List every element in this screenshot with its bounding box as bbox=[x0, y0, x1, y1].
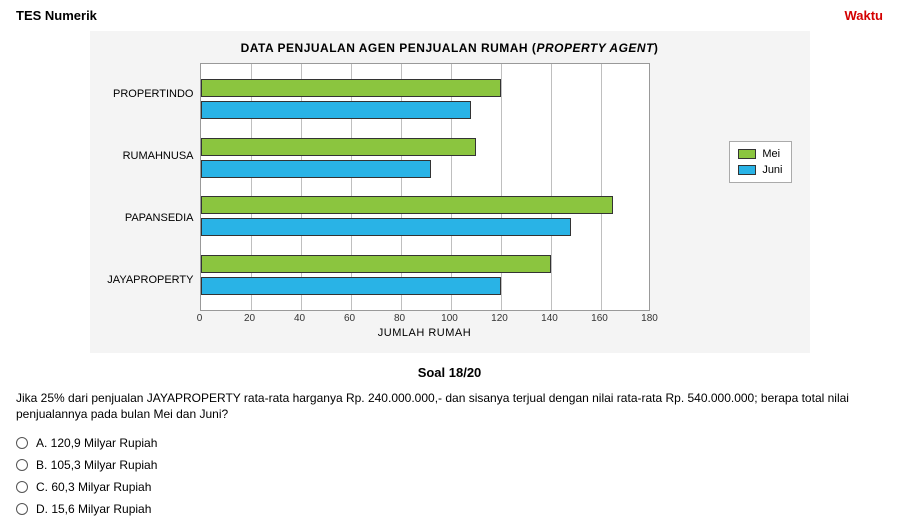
bar-group bbox=[201, 75, 649, 123]
option-label: D. 15,6 Milyar Rupiah bbox=[36, 502, 151, 516]
page-title: TES Numerik bbox=[16, 8, 97, 23]
chart-title: DATA PENJUALAN AGEN PENJUALAN RUMAH (PRO… bbox=[100, 37, 800, 63]
answer-option-c[interactable]: C. 60,3 Milyar Rupiah bbox=[16, 476, 883, 498]
bar-mei bbox=[201, 196, 614, 214]
plot-area bbox=[200, 63, 650, 311]
x-tick: 100 bbox=[441, 313, 458, 324]
option-label: C. 60,3 Milyar Rupiah bbox=[36, 480, 151, 494]
bars bbox=[201, 64, 649, 310]
y-axis-labels: PROPERTINDO RUMAHNUSA PAPANSEDIA JAYAPROPER… bbox=[100, 63, 200, 311]
bar-mei bbox=[201, 138, 476, 156]
legend-item: Mei bbox=[738, 146, 782, 162]
bar-mei bbox=[201, 79, 501, 97]
chart-title-prefix: DATA PENJUALAN AGEN PENJUALAN RUMAH ( bbox=[241, 41, 537, 55]
radio-icon[interactable] bbox=[16, 459, 28, 471]
y-axis-label: PROPERTINDO bbox=[113, 88, 193, 100]
option-label: A. 120,9 Milyar Rupiah bbox=[36, 436, 157, 450]
answer-option-d[interactable]: D. 15,6 Milyar Rupiah bbox=[16, 498, 883, 520]
timer-label: Waktu bbox=[844, 8, 883, 23]
y-axis-label: PAPANSEDIA bbox=[125, 212, 194, 224]
x-tick: 80 bbox=[394, 313, 405, 324]
x-tick: 20 bbox=[244, 313, 255, 324]
bar-group bbox=[201, 251, 649, 299]
bar-mei bbox=[201, 255, 551, 273]
y-axis-label: JAYAPROPERTY bbox=[107, 274, 193, 286]
bar-juni bbox=[201, 101, 471, 119]
chart-container: DATA PENJUALAN AGEN PENJUALAN RUMAH (PRO… bbox=[90, 31, 810, 353]
legend: Mei Juni bbox=[729, 141, 791, 183]
answer-option-a[interactable]: A. 120,9 Milyar Rupiah bbox=[16, 432, 883, 454]
bar-group bbox=[201, 134, 649, 182]
x-tick: 180 bbox=[641, 313, 658, 324]
legend-label: Mei bbox=[762, 148, 780, 160]
legend-swatch bbox=[738, 165, 756, 175]
bar-juni bbox=[201, 218, 571, 236]
option-label: B. 105,3 Milyar Rupiah bbox=[36, 458, 157, 472]
radio-icon[interactable] bbox=[16, 437, 28, 449]
x-tick: 140 bbox=[541, 313, 558, 324]
legend-swatch bbox=[738, 149, 756, 159]
answer-option-b[interactable]: B. 105,3 Milyar Rupiah bbox=[16, 454, 883, 476]
header: TES Numerik Waktu bbox=[0, 0, 899, 27]
x-tick: 120 bbox=[491, 313, 508, 324]
question-counter: Soal 18/20 bbox=[0, 365, 899, 380]
x-tick: 60 bbox=[344, 313, 355, 324]
x-axis-title: JUMLAH RUMAH bbox=[200, 327, 650, 339]
legend-item: Juni bbox=[738, 162, 782, 178]
question-text: Jika 25% dari penjualan JAYAPROPERTY rat… bbox=[0, 390, 899, 432]
x-tick: 0 bbox=[197, 313, 203, 324]
bar-juni bbox=[201, 160, 431, 178]
chart-title-italic: PROPERTY AGENT bbox=[536, 41, 653, 55]
answer-options: A. 120,9 Milyar Rupiah B. 105,3 Milyar Ru… bbox=[0, 432, 899, 530]
chart-body: PROPERTINDO RUMAHNUSA PAPANSEDIA JAYAPROPER… bbox=[100, 63, 800, 311]
legend-label: Juni bbox=[762, 164, 782, 176]
bar-group bbox=[201, 192, 649, 240]
radio-icon[interactable] bbox=[16, 481, 28, 493]
y-axis-label: RUMAHNUSA bbox=[123, 150, 194, 162]
chart-title-suffix: ) bbox=[654, 41, 659, 55]
x-tick: 160 bbox=[591, 313, 608, 324]
bar-juni bbox=[201, 277, 501, 295]
x-tick: 40 bbox=[294, 313, 305, 324]
